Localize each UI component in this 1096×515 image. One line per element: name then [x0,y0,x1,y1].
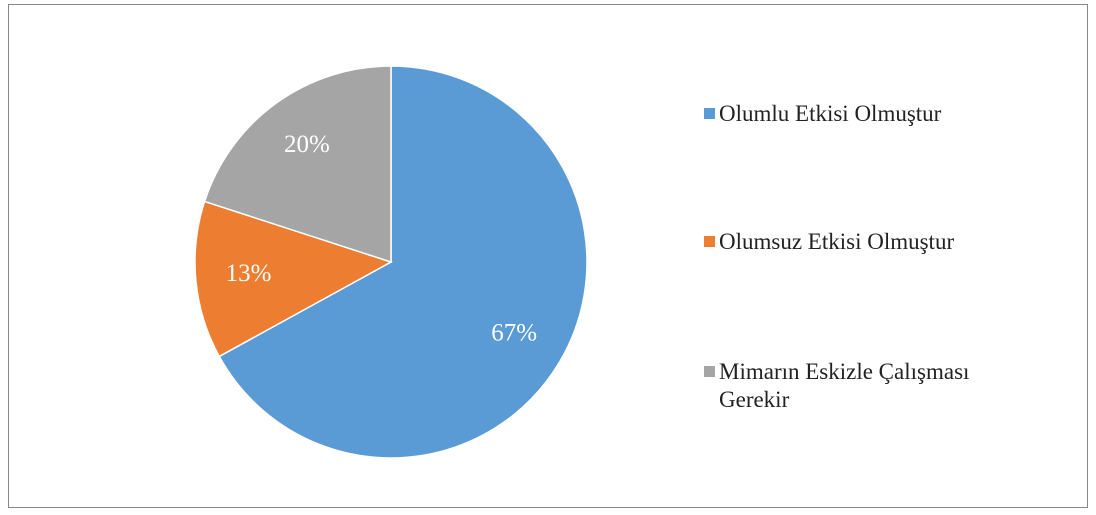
pie-slice [203,65,392,264]
legend-item: Mimarın Eskizle Çalışması Gerekir [704,358,1024,414]
legend-item: Olumsuz Etkisi Olmuştur [704,228,1024,256]
data-label: 13% [226,260,272,287]
pie-slice [194,200,393,358]
data-label: 20% [284,131,330,158]
legend-label: Mimarın Eskizle Çalışması Gerekir [719,359,970,412]
legend-label: Olumlu Etkisi Olmuştur [719,101,942,126]
legend-label: Olumsuz Etkisi Olmuştur [719,229,955,254]
data-label: 67% [491,320,537,347]
legend-swatch [704,236,715,247]
legend-swatch [704,366,715,377]
chart-frame [8,4,1088,508]
legend-item: Olumlu Etkisi Olmuştur [704,100,1024,128]
pie-slice [218,65,588,459]
legend-swatch [704,108,715,119]
